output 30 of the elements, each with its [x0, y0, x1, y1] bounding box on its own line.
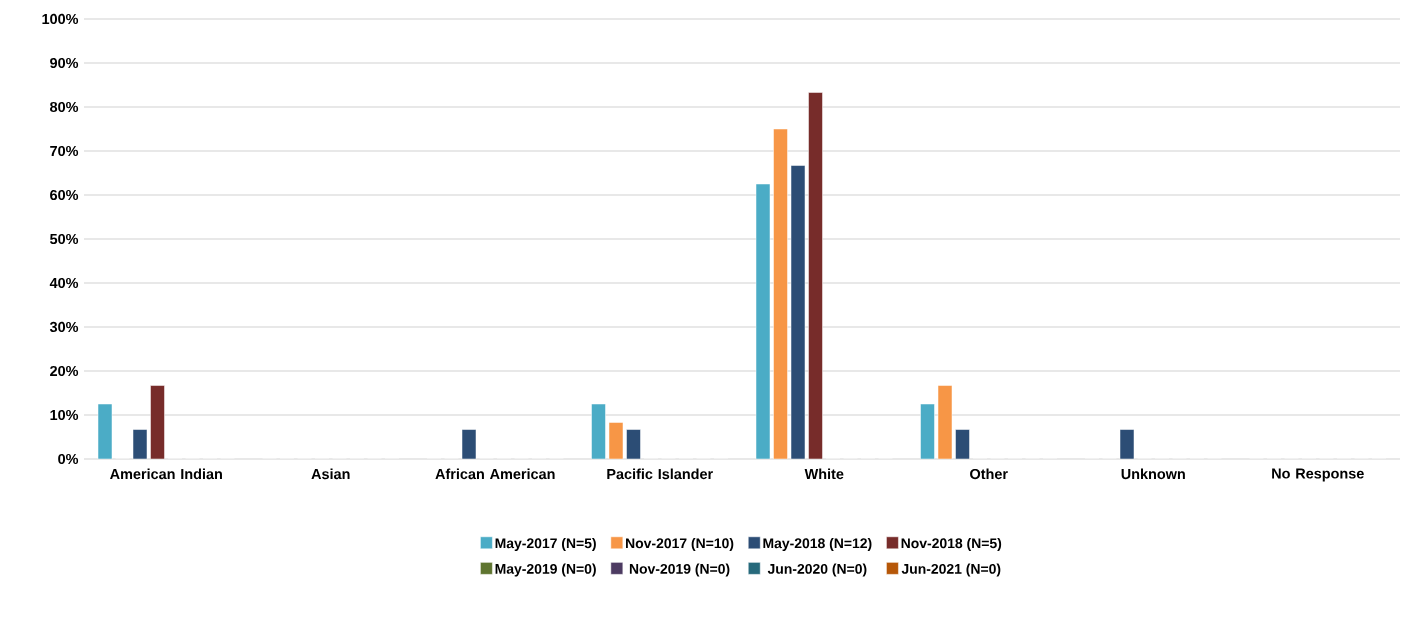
legend-label: May-2018 (N=12) — [763, 537, 872, 551]
x-tick-label: Pacific Islander — [607, 468, 713, 480]
legend-label: Nov-2017 (N=10) — [626, 537, 734, 551]
x-tick-label: White — [804, 468, 844, 480]
y-tick-label: 50% — [50, 233, 79, 245]
y-tick-label: 70% — [50, 145, 79, 157]
x-tick-label: Asian — [311, 468, 350, 480]
x-tick-label: African American — [435, 468, 555, 480]
x-tick-label: Unknown — [1121, 468, 1185, 480]
x-tick-label: Other — [970, 468, 1008, 480]
y-tick-label: 10% — [50, 409, 79, 421]
legend-label: May-2019 (N=0) — [495, 563, 596, 577]
x-tick-label: American Indian — [110, 468, 222, 480]
y-tick-label: 20% — [50, 365, 79, 377]
y-tick-label: 80% — [50, 101, 79, 113]
y-tick-label: 100% — [42, 13, 79, 25]
bar — [150, 385, 165, 459]
y-tick-label: 60% — [50, 189, 79, 201]
bar — [773, 128, 788, 459]
x-tick-label: No Response — [1272, 468, 1364, 482]
legend-label: Nov-2019 (N=0) — [629, 563, 730, 577]
legend-label: May-2017 (N=5) — [495, 537, 596, 551]
legend-label: Nov-2018 (N=5) — [901, 537, 1002, 551]
legend-label: Jun-2021 (N=0) — [901, 563, 1001, 577]
y-tick-label: 90% — [50, 57, 79, 69]
y-tick-label: 0% — [58, 453, 79, 465]
y-tick-label: 30% — [49, 321, 79, 333]
legend-label: Jun-2020 (N=0) — [767, 563, 867, 577]
bar — [808, 92, 823, 459]
y-tick-label: 40% — [49, 277, 79, 289]
